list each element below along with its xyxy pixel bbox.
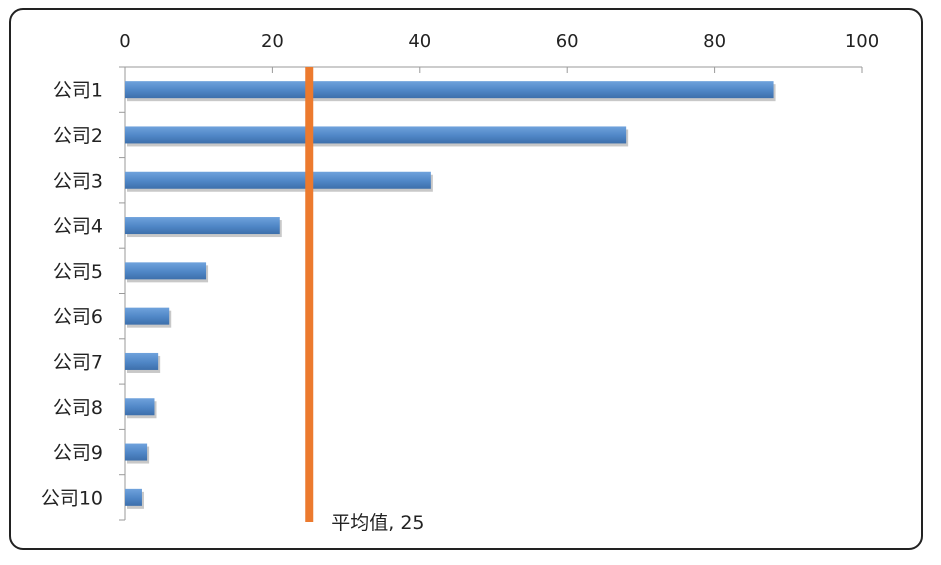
- bar: [125, 443, 148, 461]
- bar: [125, 81, 774, 99]
- category-label: 公司10: [41, 487, 103, 509]
- bar: [125, 217, 280, 235]
- average-line-label: 平均值, 25: [331, 512, 424, 534]
- category-label: 公司3: [53, 170, 103, 192]
- x-tick-label: 0: [119, 31, 130, 52]
- bar: [125, 262, 207, 280]
- bar: [125, 488, 142, 506]
- category-label: 公司1: [53, 80, 103, 102]
- bar: [125, 126, 627, 144]
- bar: [125, 307, 170, 325]
- x-tick-label: 80: [703, 31, 726, 52]
- category-label: 公司9: [53, 442, 103, 464]
- category-label: 公司2: [53, 125, 103, 147]
- category-label: 公司5: [53, 261, 103, 283]
- category-label: 公司7: [53, 351, 103, 373]
- bar: [125, 398, 155, 416]
- category-label: 公司6: [53, 306, 103, 328]
- category-label: 公司4: [53, 216, 103, 238]
- average-line: [305, 67, 314, 522]
- bar: [125, 352, 159, 370]
- x-tick-label: 20: [261, 31, 284, 52]
- bar-layer: [125, 81, 776, 509]
- label-layer: 0 20 40 60 80 100 公司1 公司2 公司3 公司4 公司5 公司6 公司7 公司8 公司9 公…: [41, 31, 879, 509]
- bar: [125, 171, 431, 189]
- reference-line-layer: 平均值, 25: [305, 67, 425, 534]
- category-label: 公司8: [53, 397, 103, 419]
- x-tick-label: 100: [845, 31, 879, 52]
- x-tick-label: 40: [408, 31, 431, 52]
- x-tick-label: 60: [556, 31, 579, 52]
